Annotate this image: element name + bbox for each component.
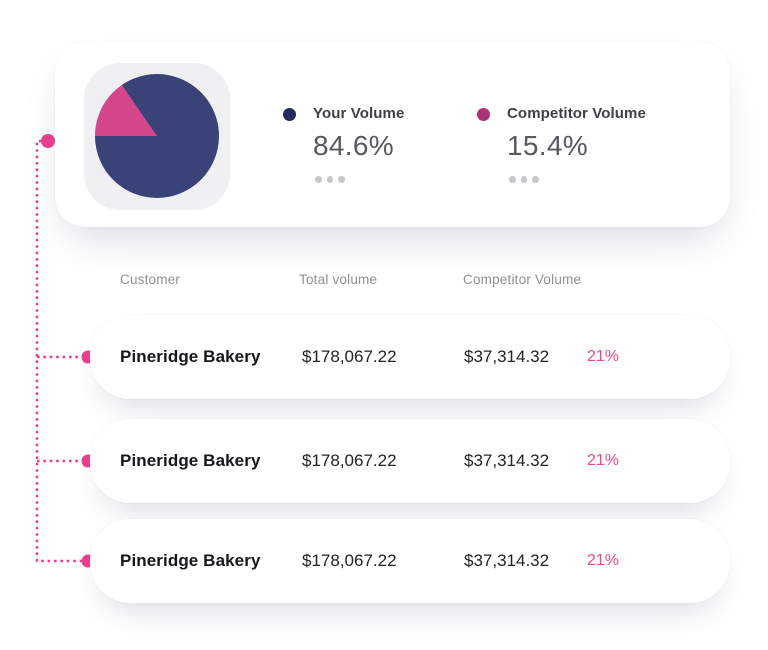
competitor-percentage: 21%	[587, 348, 620, 365]
customer-name: Pineridge Bakery	[120, 347, 261, 366]
your-volume-value: 84.6%	[313, 130, 394, 161]
connector-dot-summary	[41, 134, 55, 148]
competitor-volume-dot-icon	[477, 107, 490, 121]
customer-name: Pineridge Bakery	[120, 551, 261, 570]
competitor-volume-value: $37,314.32	[464, 451, 550, 470]
your-volume-dot-icon	[283, 107, 296, 121]
total-volume-value: $178,067.22	[302, 347, 397, 366]
legend-your-volume: Your Volume 84.6%	[283, 105, 473, 183]
total-volume-value: $178,067.22	[302, 551, 397, 570]
table-row[interactable]: Pineridge Bakery $178,067.22 $37,314.32 …	[90, 419, 730, 503]
competitor-volume-value: 15.4%	[507, 130, 588, 161]
competitor-percentage: 21%	[587, 552, 620, 569]
competitor-volume-value: $37,314.32	[464, 551, 550, 570]
table-row[interactable]: Pineridge Bakery $178,067.22 $37,314.32 …	[90, 315, 730, 399]
more-options-icon[interactable]	[315, 176, 473, 183]
total-volume-value: $178,067.22	[302, 451, 397, 470]
column-header-total-volume: Total volume	[299, 272, 378, 287]
competitor-volume-value: $37,314.32	[464, 347, 550, 366]
competitor-volume-label: Competitor Volume	[507, 105, 646, 122]
table-row[interactable]: Pineridge Bakery $178,067.22 $37,314.32 …	[90, 519, 730, 603]
column-header-customer: Customer	[120, 272, 181, 287]
customer-name: Pineridge Bakery	[120, 451, 261, 470]
pie-tile	[84, 63, 230, 210]
legend-competitor-volume: Competitor Volume 15.4%	[477, 105, 667, 183]
competitor-percentage: 21%	[587, 452, 620, 469]
pie-chart	[95, 74, 219, 198]
your-volume-label: Your Volume	[313, 105, 405, 122]
summary-card: Your Volume 84.6% Competitor Volume 15.4…	[55, 42, 730, 227]
more-options-icon[interactable]	[509, 176, 667, 183]
column-header-competitor-volume: Competitor Volume	[463, 272, 582, 287]
